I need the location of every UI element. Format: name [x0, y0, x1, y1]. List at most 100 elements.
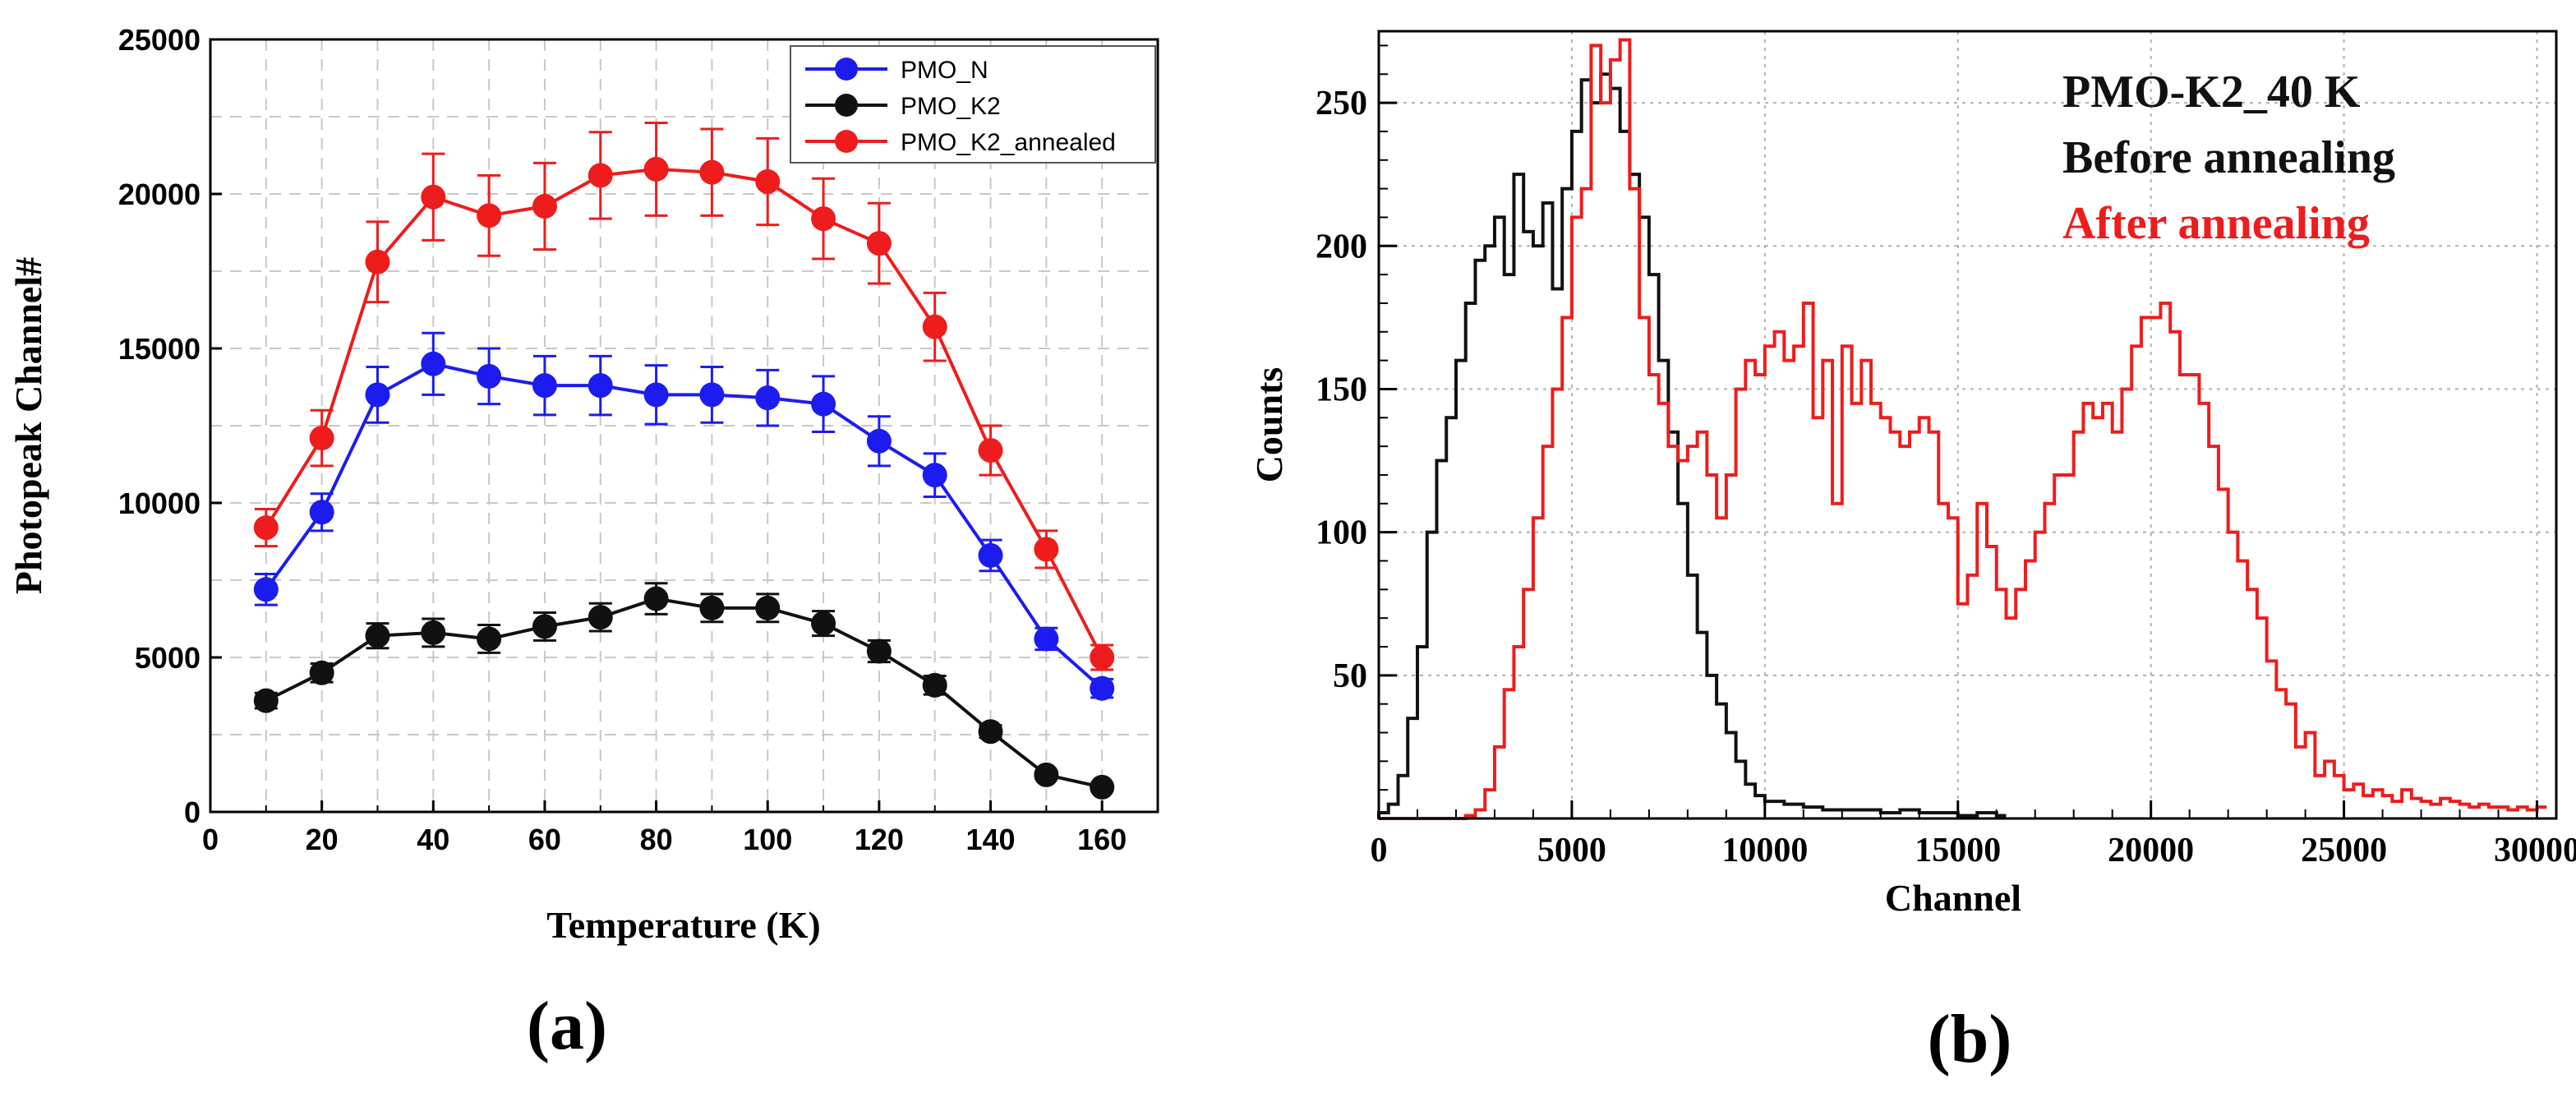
x-tick-label: 60 [528, 823, 561, 856]
chart-b: 0 5000 10000 15000 20000 25000 30000 50 100 150 20… [1248, 30, 2576, 1077]
data-point [643, 382, 669, 408]
data-point [811, 206, 836, 232]
data-point [922, 672, 947, 698]
y-tick-label: 0 [184, 795, 200, 829]
y-tick-label: 20000 [118, 178, 200, 211]
y-tick-label: 15000 [118, 332, 200, 366]
chart-b-axes: 0 5000 10000 15000 20000 25000 30000 50 100 150 20… [1316, 44, 2576, 869]
x-tick-label: 10000 [1721, 832, 1808, 869]
annotation-after: After annealing [2062, 198, 2370, 249]
y-tick-label: 5000 [135, 641, 200, 675]
data-point [922, 314, 947, 339]
data-point [811, 391, 836, 417]
data-point [365, 623, 390, 648]
data-point [477, 626, 502, 652]
series-line [265, 362, 1104, 690]
chart-a-xlabel: Temperature (K) [546, 904, 820, 946]
data-point [922, 463, 947, 488]
legend-marker [835, 94, 858, 117]
data-point [866, 428, 892, 454]
panel-a-label: (a) [527, 988, 607, 1064]
data-point [699, 382, 725, 408]
data-point [477, 363, 502, 389]
x-tick-label: 0 [202, 823, 219, 856]
x-tick-label: 20000 [2108, 832, 2194, 869]
data-point [755, 168, 781, 194]
x-tick-label: 120 [855, 823, 904, 856]
x-tick-label: 40 [417, 823, 449, 856]
data-point [1034, 537, 1059, 562]
x-tick-label: 20 [306, 823, 339, 856]
data-point [477, 203, 502, 228]
chart-a-ylabel: Photopeak Channel# [7, 257, 49, 594]
legend-entry: PMO_N [901, 57, 988, 84]
legend-marker [835, 58, 858, 81]
data-point [866, 639, 892, 664]
x-tick-label: 5000 [1537, 832, 1606, 869]
series-PMO_K2 [253, 582, 1115, 800]
y-tick-label: 200 [1316, 228, 1367, 265]
series-line [265, 167, 1104, 658]
chart-b-xlabel: Channel [1885, 877, 2021, 919]
x-tick-label: 100 [743, 823, 792, 856]
y-tick-label: 10000 [118, 486, 200, 520]
data-point [421, 351, 446, 376]
series-line [265, 597, 1103, 789]
chart-b-plot-area [1377, 38, 2547, 820]
data-point [978, 438, 1003, 463]
series-PMO_K2_annealed [253, 122, 1115, 671]
data-point [643, 156, 669, 182]
chart-a-plot-area [253, 122, 1115, 800]
data-point [532, 614, 557, 639]
data-point [978, 542, 1003, 568]
y-tick-label: 250 [1316, 85, 1367, 122]
histogram-After annealing [1379, 38, 2547, 820]
y-tick-label: 150 [1316, 371, 1367, 408]
data-point [365, 382, 390, 408]
annotation-title: PMO-K2_40 K [2062, 67, 2361, 118]
legend-entry: PMO_K2 [901, 93, 1001, 120]
x-tick-label: 160 [1077, 823, 1127, 856]
legend-marker [835, 130, 858, 153]
data-point [309, 426, 334, 451]
histogram-Before annealing [1377, 72, 2007, 818]
legend-entry: PMO_K2_annealed [901, 129, 1116, 156]
chart-a-legend: PMO_N PMO_K2 PMO_K2_annealed [790, 45, 1156, 164]
y-tick-label: 50 [1333, 657, 1367, 695]
y-tick-label: 25000 [118, 23, 200, 57]
x-tick-label: 80 [640, 823, 673, 856]
series-PMO_N [253, 331, 1115, 701]
panel-b-label: (b) [1928, 1001, 2012, 1077]
data-point [309, 500, 334, 525]
data-point [866, 231, 892, 256]
data-point [253, 577, 279, 602]
x-tick-label: 25000 [2301, 832, 2387, 869]
data-point [1090, 675, 1115, 701]
data-point [1090, 645, 1115, 670]
data-point [1034, 626, 1059, 652]
data-point [1034, 762, 1059, 787]
data-point [253, 688, 279, 713]
data-point [532, 373, 557, 399]
annotation-before: Before annealing [2062, 132, 2395, 183]
x-tick-label: 15000 [1915, 832, 2001, 869]
chart-b-frame [1377, 30, 2558, 820]
data-point [643, 586, 669, 611]
data-point [421, 620, 446, 645]
data-point [1090, 774, 1115, 800]
chart-a-axes: 0 20 40 60 80 100 120 140 160 0 5000 10000 15000 2000… [118, 23, 1127, 856]
x-tick-label: 30000 [2494, 832, 2576, 869]
chart-b-ylabel: Counts [1248, 367, 1290, 483]
data-point [588, 163, 613, 188]
data-point [699, 159, 725, 185]
x-tick-label: 140 [965, 823, 1015, 856]
data-point [699, 595, 725, 620]
x-tick-label: 0 [1371, 832, 1388, 869]
data-point [978, 719, 1003, 745]
data-point [811, 611, 836, 636]
data-point [365, 249, 390, 274]
data-point [588, 373, 613, 399]
